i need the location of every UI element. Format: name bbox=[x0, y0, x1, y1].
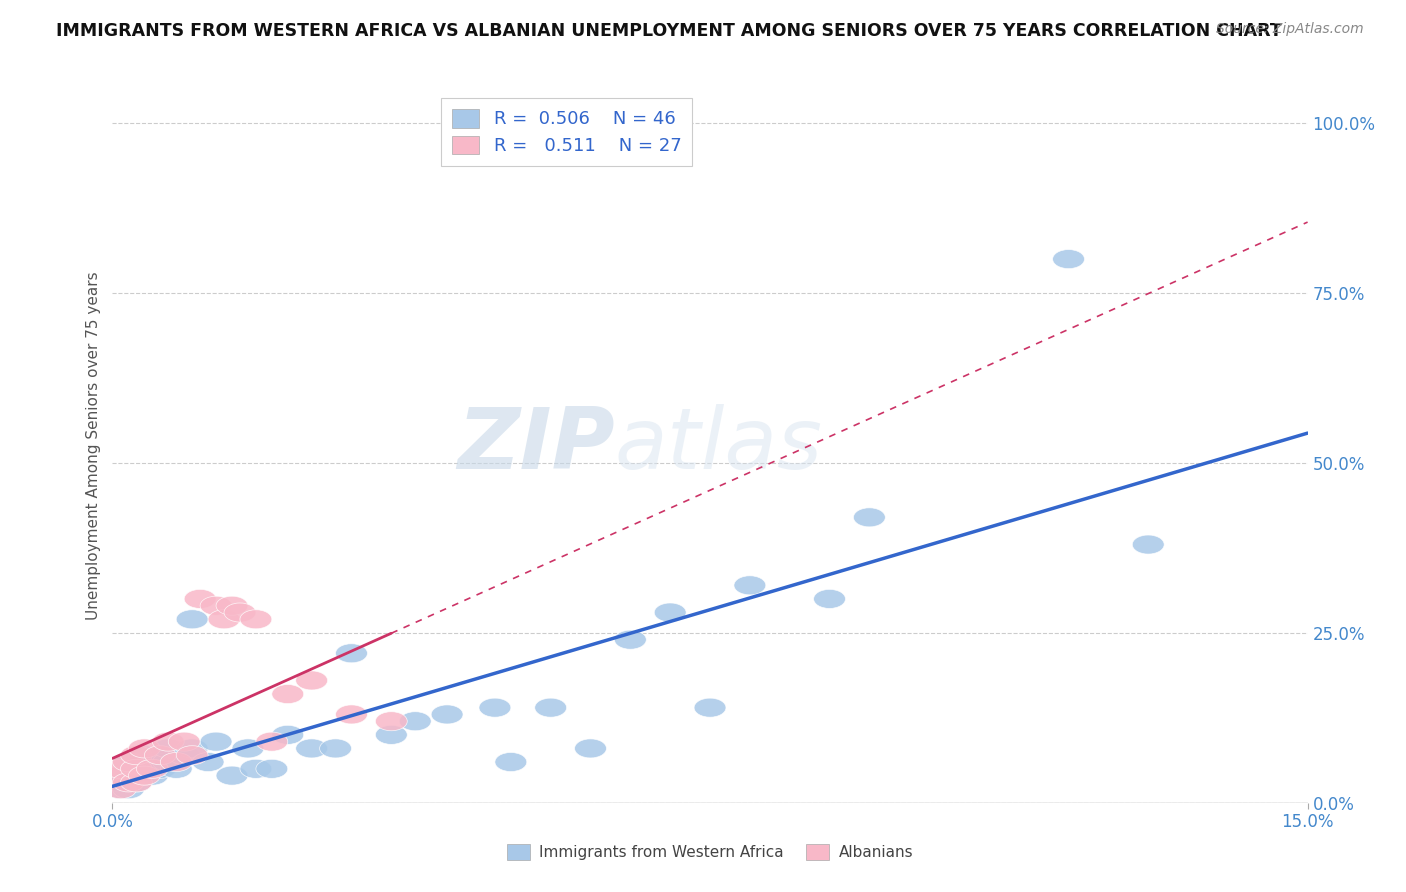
Ellipse shape bbox=[176, 746, 208, 764]
Ellipse shape bbox=[176, 739, 208, 758]
Text: Source: ZipAtlas.com: Source: ZipAtlas.com bbox=[1216, 22, 1364, 37]
Ellipse shape bbox=[152, 732, 184, 751]
Ellipse shape bbox=[112, 780, 145, 798]
Ellipse shape bbox=[319, 739, 352, 758]
Ellipse shape bbox=[256, 759, 288, 779]
Legend: Immigrants from Western Africa, Albanians: Immigrants from Western Africa, Albanian… bbox=[501, 838, 920, 866]
Ellipse shape bbox=[479, 698, 510, 717]
Ellipse shape bbox=[200, 732, 232, 751]
Ellipse shape bbox=[217, 596, 247, 615]
Ellipse shape bbox=[534, 698, 567, 717]
Ellipse shape bbox=[193, 753, 224, 772]
Ellipse shape bbox=[295, 671, 328, 690]
Ellipse shape bbox=[336, 644, 367, 663]
Ellipse shape bbox=[112, 753, 145, 772]
Ellipse shape bbox=[853, 508, 886, 527]
Ellipse shape bbox=[169, 746, 200, 764]
Ellipse shape bbox=[104, 780, 136, 798]
Ellipse shape bbox=[128, 746, 160, 764]
Ellipse shape bbox=[112, 753, 145, 772]
Text: ZIP: ZIP bbox=[457, 404, 614, 488]
Ellipse shape bbox=[1053, 250, 1084, 268]
Ellipse shape bbox=[160, 753, 193, 772]
Ellipse shape bbox=[169, 732, 200, 751]
Ellipse shape bbox=[184, 590, 217, 608]
Ellipse shape bbox=[104, 766, 136, 785]
Ellipse shape bbox=[104, 772, 136, 792]
Ellipse shape bbox=[104, 766, 136, 785]
Text: IMMIGRANTS FROM WESTERN AFRICA VS ALBANIAN UNEMPLOYMENT AMONG SENIORS OVER 75 YE: IMMIGRANTS FROM WESTERN AFRICA VS ALBANI… bbox=[56, 22, 1282, 40]
Ellipse shape bbox=[208, 610, 240, 629]
Ellipse shape bbox=[814, 590, 845, 608]
Ellipse shape bbox=[112, 759, 145, 779]
Ellipse shape bbox=[121, 772, 152, 792]
Ellipse shape bbox=[121, 746, 152, 764]
Text: atlas: atlas bbox=[614, 404, 823, 488]
Ellipse shape bbox=[112, 772, 145, 792]
Ellipse shape bbox=[495, 753, 527, 772]
Ellipse shape bbox=[232, 739, 264, 758]
Ellipse shape bbox=[176, 610, 208, 629]
Ellipse shape bbox=[240, 610, 271, 629]
Ellipse shape bbox=[295, 739, 328, 758]
Ellipse shape bbox=[145, 746, 176, 764]
Ellipse shape bbox=[136, 753, 169, 772]
Ellipse shape bbox=[575, 739, 606, 758]
Ellipse shape bbox=[432, 705, 463, 724]
Ellipse shape bbox=[695, 698, 725, 717]
Ellipse shape bbox=[240, 759, 271, 779]
Ellipse shape bbox=[121, 772, 152, 792]
Ellipse shape bbox=[128, 766, 160, 785]
Ellipse shape bbox=[104, 780, 136, 798]
Ellipse shape bbox=[614, 630, 647, 649]
Ellipse shape bbox=[1132, 535, 1164, 554]
Ellipse shape bbox=[271, 684, 304, 704]
Ellipse shape bbox=[145, 746, 176, 764]
Y-axis label: Unemployment Among Seniors over 75 years: Unemployment Among Seniors over 75 years bbox=[86, 272, 101, 620]
Ellipse shape bbox=[128, 766, 160, 785]
Ellipse shape bbox=[256, 732, 288, 751]
Ellipse shape bbox=[375, 725, 408, 744]
Ellipse shape bbox=[152, 739, 184, 758]
Ellipse shape bbox=[152, 753, 184, 772]
Ellipse shape bbox=[734, 576, 766, 595]
Ellipse shape bbox=[121, 759, 152, 779]
Ellipse shape bbox=[399, 712, 432, 731]
Ellipse shape bbox=[128, 739, 160, 758]
Ellipse shape bbox=[121, 759, 152, 779]
Ellipse shape bbox=[136, 759, 169, 779]
Ellipse shape bbox=[336, 705, 367, 724]
Ellipse shape bbox=[160, 759, 193, 779]
Ellipse shape bbox=[654, 603, 686, 622]
Ellipse shape bbox=[104, 759, 136, 779]
Ellipse shape bbox=[217, 766, 247, 785]
Ellipse shape bbox=[121, 753, 152, 772]
Ellipse shape bbox=[145, 759, 176, 779]
Ellipse shape bbox=[224, 603, 256, 622]
Ellipse shape bbox=[136, 766, 169, 785]
Ellipse shape bbox=[375, 712, 408, 731]
Ellipse shape bbox=[200, 596, 232, 615]
Ellipse shape bbox=[271, 725, 304, 744]
